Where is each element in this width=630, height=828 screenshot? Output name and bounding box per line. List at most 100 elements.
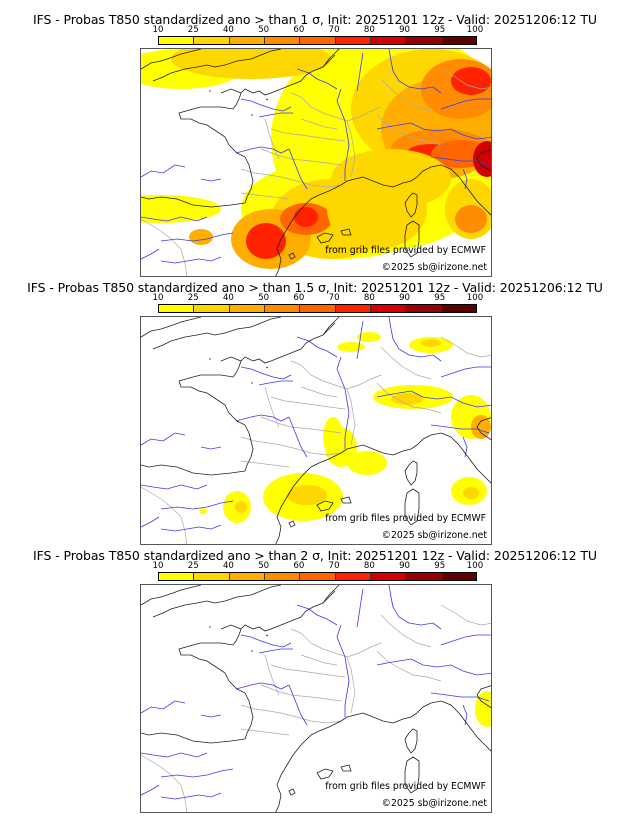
colorbar-segment: [406, 37, 442, 44]
admin-border: [260, 416, 342, 434]
river: [376, 658, 491, 676]
river: [160, 500, 234, 510]
river: [376, 122, 491, 140]
river: [440, 634, 491, 646]
probability-area: [347, 451, 387, 475]
colorbar-segment: [229, 305, 265, 312]
probability-area: [287, 485, 327, 505]
coastline: [322, 54, 336, 68]
coastline: [416, 700, 491, 752]
coastline-layer: [141, 49, 491, 276]
admin-border: [300, 118, 338, 130]
coastline: [275, 258, 282, 276]
river: [200, 446, 222, 450]
admin-border: [264, 386, 280, 428]
admin-border: [270, 664, 346, 678]
river: [141, 432, 186, 446]
admin-border: [440, 604, 491, 626]
colorbar-segment: [441, 573, 476, 580]
coastline: [288, 252, 296, 260]
coastline: [220, 49, 340, 96]
coastline: [220, 585, 340, 632]
coastline: [404, 728, 418, 754]
panel-title: IFS - Probas T850 standardized ano > tha…: [27, 280, 603, 295]
admin-border-layer: [141, 336, 491, 544]
probability-fields: [141, 49, 491, 269]
coastline: [340, 712, 418, 724]
probability-area: [246, 223, 286, 259]
coastline: [340, 228, 352, 236]
coastline: [220, 317, 340, 364]
colorbar-segment: [335, 37, 371, 44]
map-canvas: [141, 49, 491, 276]
probability-area: [463, 487, 479, 499]
probability-area: [235, 501, 247, 513]
coastline: [276, 452, 342, 528]
copyright-credit: ©2025 sb@irizone.net: [381, 530, 487, 541]
probability-area: [141, 195, 221, 223]
colorbar-segment: [194, 305, 230, 312]
coastline: [178, 92, 254, 204]
admin-border: [240, 704, 342, 724]
river: [160, 524, 222, 532]
colorbar-tick-label: 10: [152, 25, 164, 35]
probability-area: [391, 393, 423, 405]
probability-area: [473, 141, 491, 177]
river: [430, 424, 490, 434]
colorbar-segment: [370, 573, 407, 580]
admin-border: [346, 656, 356, 714]
probability-area: [421, 339, 441, 347]
source-credit: from grib files provided by ECMWF: [325, 781, 486, 792]
admin-border: [141, 754, 188, 812]
colorbar: [158, 36, 477, 45]
coastline: [265, 634, 269, 637]
coastline: [340, 764, 352, 772]
admin-border: [264, 118, 280, 160]
admin-border: [240, 192, 290, 200]
colorbar-segment: [370, 305, 407, 312]
source-credit: from grib files provided by ECMWF: [325, 245, 486, 256]
river: [160, 256, 222, 264]
colorbar-segment: [229, 573, 265, 580]
colorbar-tick-label: 80: [363, 561, 375, 571]
colorbar-tick-label: 40: [222, 561, 234, 571]
river: [160, 768, 234, 778]
colorbar-ticks: 10 25 40 50 60 70 80 90 95 100: [153, 561, 484, 572]
coastline: [141, 317, 202, 338]
river: [235, 682, 290, 690]
coastline: [178, 628, 254, 740]
coastline: [276, 184, 342, 260]
coastline: [340, 496, 352, 504]
admin-border: [290, 360, 382, 390]
coastline: [276, 720, 342, 796]
coastline: [476, 417, 491, 441]
admin-border: [346, 120, 356, 178]
coastline: [178, 360, 254, 472]
coastline: [141, 196, 246, 208]
coastline: [152, 49, 282, 82]
river: [356, 320, 364, 360]
coastline: [152, 317, 282, 350]
colorbar-segment: [264, 37, 301, 44]
coastline: [316, 768, 334, 780]
colorbar-tick-label: 70: [328, 293, 340, 303]
colorbar-tick-label: 40: [222, 293, 234, 303]
probability-area: [294, 207, 318, 227]
colorbar-tick-label: 80: [363, 293, 375, 303]
admin-border: [264, 654, 280, 696]
probability-map: from grib files provided by ECMWF ©2025 …: [140, 584, 492, 813]
coastline: [404, 756, 420, 794]
colorbar-tick-label: 95: [434, 561, 446, 571]
colorbar: [158, 304, 477, 313]
colorbar-segment: [300, 37, 336, 44]
admin-border: [300, 654, 338, 666]
coastline: [265, 98, 269, 101]
colorbar-tick-label: 95: [434, 293, 446, 303]
admin-border: [141, 486, 188, 544]
coastline: [288, 520, 296, 528]
river: [200, 178, 222, 182]
river: [296, 336, 338, 358]
panel-2: IFS - Probas T850 standardized ano > tha…: [0, 280, 630, 550]
river: [288, 416, 308, 458]
colorbar: [158, 572, 477, 581]
